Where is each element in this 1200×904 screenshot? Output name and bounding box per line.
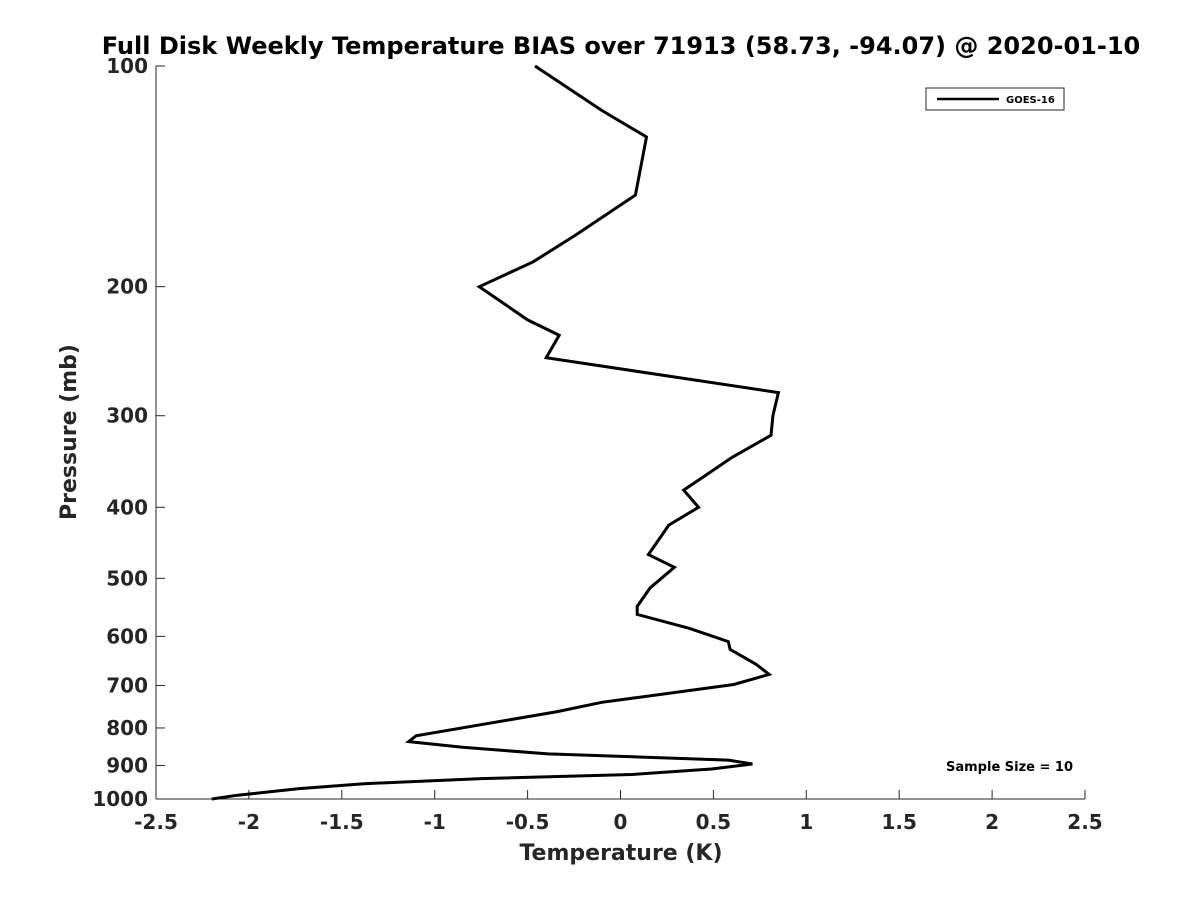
- sample-size-annotation: Sample Size = 10: [946, 760, 1073, 775]
- series-line-goes-16: [211, 64, 781, 801]
- plot-area: [155, 66, 1085, 800]
- y-tick-label: 600: [106, 624, 148, 648]
- chart-title: Full Disk Weekly Temperature BIAS over 7…: [102, 32, 1141, 60]
- x-tick-label: -0.5: [506, 810, 550, 834]
- x-tick-label: -1: [424, 810, 446, 834]
- x-axis-ticks: -2.5 -2 -1.5 -1 -0.5 0 0.5 1 1.5 2 2.5: [134, 790, 1103, 834]
- y-tick-label: 300: [106, 404, 148, 428]
- x-tick-label: 1: [799, 810, 813, 834]
- x-tick-label: 0: [614, 810, 628, 834]
- y-tick-label: 700: [106, 673, 148, 697]
- x-tick-label: 0.5: [696, 810, 731, 834]
- y-tick-label: 200: [106, 275, 148, 299]
- y-tick-label: 500: [106, 566, 148, 590]
- y-axis-label: Pressure (mb): [57, 344, 82, 520]
- y-tick-label: 1000: [92, 787, 148, 811]
- x-tick-label: 2.5: [1067, 810, 1102, 834]
- legend: GOES-16: [925, 87, 1065, 111]
- x-axis-label: Temperature (K): [519, 841, 722, 866]
- x-tick-label: -2: [238, 810, 260, 834]
- y-tick-label: 800: [106, 716, 148, 740]
- series-layer: [211, 64, 781, 801]
- legend-label-goes-16: GOES-16: [1006, 95, 1055, 106]
- x-tick-label: 1.5: [881, 810, 916, 834]
- y-tick-label: 400: [106, 495, 148, 519]
- y-tick-label: 900: [106, 753, 148, 777]
- x-tick-label: -1.5: [320, 810, 364, 834]
- y-axis-ticks: 100 200 300 400 500 600 700 800 900 1000: [92, 54, 165, 811]
- y-tick-label: 100: [106, 54, 148, 78]
- x-tick-label: -2.5: [134, 810, 178, 834]
- x-tick-label: 2: [985, 810, 999, 834]
